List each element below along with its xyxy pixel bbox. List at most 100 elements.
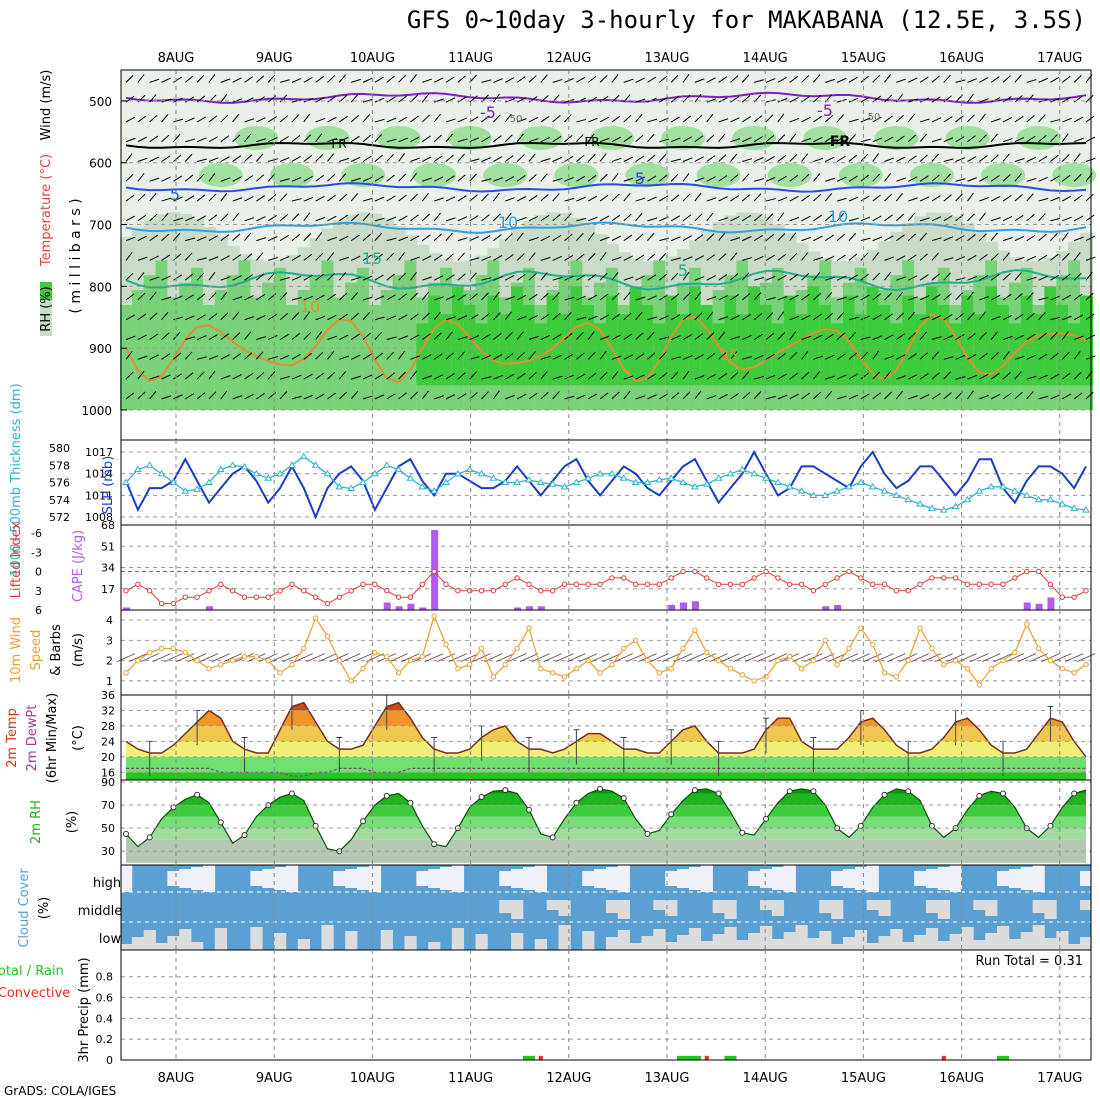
wind-barb [682, 256, 693, 261]
cloud-high-gap [842, 869, 856, 888]
wind-barb [149, 312, 158, 321]
y-tick-label: 3 [106, 634, 113, 647]
thickness-point [489, 474, 498, 481]
x-tick-label-bottom: 15AUG [841, 1071, 886, 1086]
wind-barb [884, 136, 894, 143]
y-tick-label-li: 0 [35, 566, 42, 579]
wind-barb [291, 353, 301, 360]
wind-barb [623, 234, 633, 242]
wind-barb [220, 291, 228, 301]
cloud-high-gap [499, 871, 512, 886]
wind-barb [836, 395, 847, 400]
wind-barb [753, 193, 762, 202]
cloud-high-gap [285, 865, 299, 892]
wind-barb [801, 116, 811, 123]
wind-barb [504, 212, 512, 222]
wind-barb [232, 395, 243, 400]
wind-barb-10m [922, 653, 942, 662]
wind-barb [967, 353, 977, 360]
wind-barb [457, 351, 465, 360]
wind-barb [362, 296, 373, 301]
temp-contour-10 [125, 221, 1087, 234]
li-point [881, 581, 888, 588]
cloud-high-gap [262, 869, 275, 888]
wind-barb-10m [211, 653, 230, 662]
wind-barb [422, 354, 432, 360]
wind-barb [1073, 173, 1082, 182]
wind-barb-10m [863, 653, 882, 662]
wind-barb [457, 273, 466, 281]
wind-barb [587, 75, 597, 83]
cloud-low-gap [712, 934, 725, 950]
wind-speed-point [502, 661, 508, 668]
wind-barb [801, 392, 810, 400]
wind-barb [445, 232, 453, 241]
wind-barb [386, 351, 395, 360]
wind-barb [1085, 313, 1095, 321]
wind-barb [1026, 312, 1035, 321]
wind-barb [398, 272, 406, 281]
li-point [384, 588, 390, 594]
wind-barb [351, 177, 361, 182]
wind-barb [1050, 394, 1060, 400]
wind-barb-10m [389, 653, 408, 662]
y-tick-label: 30 [101, 845, 115, 858]
wind-barb [291, 156, 301, 162]
wind-barb [445, 118, 456, 123]
thickness-point [299, 452, 308, 460]
wind-barb [848, 253, 858, 261]
wind-barb [896, 312, 904, 321]
wind-barb [1085, 94, 1094, 103]
cape-bar [1047, 597, 1055, 610]
wind-barb [528, 392, 538, 400]
wind-barb [848, 154, 858, 162]
cloud-low-gap [345, 931, 358, 950]
wind-barb [671, 257, 681, 261]
wind-barb [955, 136, 965, 143]
wind-speed-point [218, 661, 224, 668]
wind-speed-point [668, 666, 674, 672]
wind-barb [813, 292, 822, 301]
cloud-high-gap [582, 871, 595, 886]
wind-barb [754, 79, 764, 83]
wind-barb [315, 195, 325, 202]
wind-barb [339, 256, 349, 261]
cloud-mid-gap [499, 900, 512, 913]
wind-barb [1038, 312, 1046, 321]
wind-barb [303, 98, 314, 103]
cloud-high-gap [440, 867, 453, 890]
wind-barb [196, 356, 207, 360]
wind-barb-10m [555, 653, 574, 662]
wind-barb [362, 155, 372, 162]
wind-barb [647, 331, 655, 340]
li-point [597, 581, 603, 588]
wind-barb [647, 394, 657, 400]
wind-barb [813, 115, 822, 123]
wind-barb [137, 272, 145, 281]
wind-barb [327, 75, 336, 83]
wind-barb [516, 315, 527, 321]
wind-barb [730, 351, 738, 360]
wind-barb [789, 331, 797, 340]
wind-barb-10m [152, 653, 171, 662]
wind-barb [386, 237, 397, 242]
wind-barb [445, 196, 456, 202]
li-point [976, 581, 983, 588]
li-point [810, 588, 817, 594]
wind-barb [398, 173, 406, 182]
cloud-low-gap [1032, 925, 1045, 950]
wind-barb [741, 272, 750, 281]
wind-speed-point [632, 637, 639, 644]
wind-barb [872, 215, 882, 222]
wind-barb [576, 217, 587, 222]
wind-speed-point [727, 666, 734, 672]
wind-barb [611, 292, 620, 301]
rh-cell [617, 314, 631, 386]
wind-barb [1061, 133, 1069, 143]
wind-barb [658, 153, 667, 162]
wind-barb [232, 332, 241, 340]
wind-barb [718, 154, 727, 162]
rh-point [668, 811, 675, 818]
cloud-mid-gap [985, 900, 998, 916]
wind-barb [919, 232, 927, 241]
